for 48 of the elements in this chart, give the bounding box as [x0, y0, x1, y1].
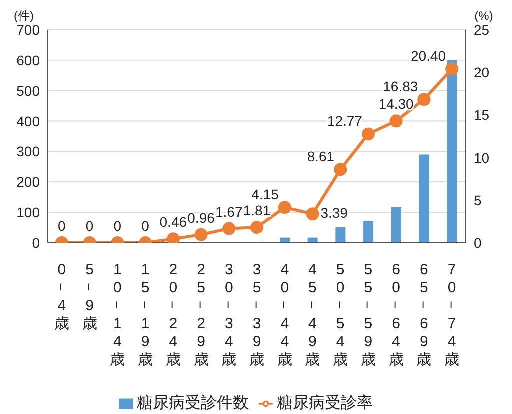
data-label: 14.30 [378, 96, 414, 112]
y2-tick-label: 0 [474, 234, 482, 251]
data-label: 0 [86, 218, 94, 234]
x-tick-label: 20－24歳 [164, 261, 182, 368]
y-tick-label: 300 [16, 144, 40, 160]
data-label: 4.15 [252, 186, 280, 203]
x-tick-label: 10－14歳 [108, 261, 126, 368]
x-tick-label: 50－54歳 [331, 261, 348, 368]
x-tick-label: 45－49歳 [303, 261, 320, 368]
data-label: 0 [58, 218, 66, 234]
y2-axis-title: (%) [474, 9, 494, 23]
y-tick-label: 0 [32, 234, 40, 251]
x-tick-label: 15－19歳 [136, 261, 154, 368]
y-tick-label: 500 [16, 82, 40, 99]
legend-label: 糖尿病受診件数 [137, 395, 249, 412]
data-label: 16.83 [383, 78, 418, 95]
y-axis-title: (件) [14, 9, 34, 23]
x-tick-label: 70－74歳 [442, 261, 460, 368]
y2-tick-label: 10 [474, 150, 490, 166]
y2-tick-label: 20 [474, 64, 490, 81]
x-tick-label: 40－44歳 [276, 261, 293, 368]
data-label: 0.96 [188, 210, 216, 226]
y2-tick-label: 5 [474, 192, 482, 208]
y-tick-label: 100 [16, 204, 40, 221]
data-label: 20.40 [411, 48, 446, 64]
y2-tick-label: 25 [474, 22, 490, 38]
data-label: 8.61 [307, 148, 335, 165]
x-tick-label: 5－9歳 [80, 261, 98, 332]
data-label: 1.81 [243, 202, 271, 219]
x-tick-label: 35－39歳 [248, 261, 265, 368]
x-tick-label: 60－64歳 [387, 261, 404, 368]
data-label: 3.39 [320, 205, 348, 222]
x-tick-label: 30－34歳 [220, 261, 237, 368]
y-tick-label: 600 [16, 52, 40, 68]
legend-label: 糖尿病受診率 [277, 395, 373, 412]
x-tick-label: 0－4歳 [52, 261, 70, 332]
data-label: 0.46 [160, 214, 188, 230]
data-label: 12.77 [327, 113, 363, 130]
x-tick-label: 65－69歳 [414, 261, 432, 368]
data-label: 0 [142, 218, 150, 234]
y-tick-label: 700 [16, 22, 40, 38]
data-label: 0 [114, 218, 122, 234]
x-tick-label: 25－29歳 [192, 261, 210, 368]
data-label: 1.67 [216, 204, 243, 220]
y-tick-label: 400 [16, 113, 40, 130]
y2-tick-label: 15 [474, 107, 490, 124]
y-tick-label: 200 [16, 174, 40, 190]
x-tick-label: 55－59歳 [359, 261, 376, 368]
